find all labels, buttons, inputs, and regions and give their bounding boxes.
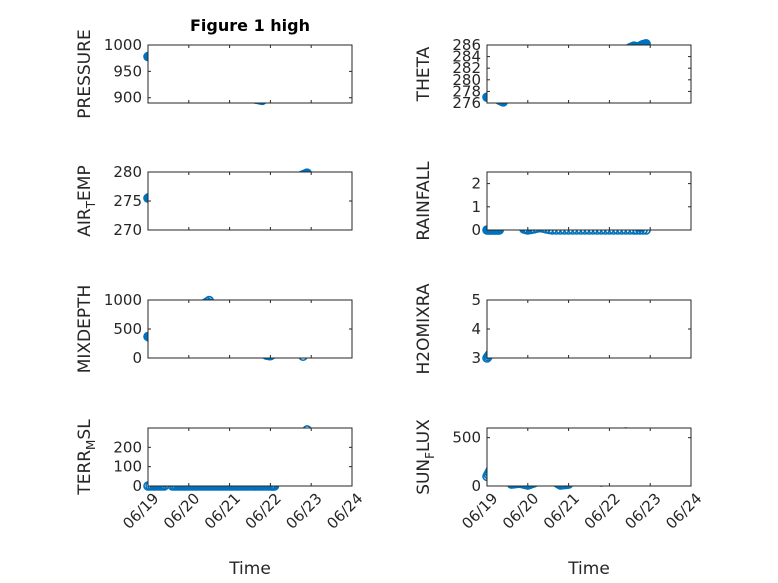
y-axis-label: PRESSURE	[75, 29, 95, 118]
axes-frame	[486, 44, 692, 104]
subplot-second-left: 270 275 280 AIRTEMP	[75, 163, 353, 239]
tick-marks	[486, 428, 692, 487]
y-tick-label: 276	[452, 94, 481, 112]
axes-frame	[486, 427, 692, 487]
y-tick-label: 286	[452, 36, 481, 54]
tick-marks	[147, 428, 353, 487]
y-axis-label: AIRTEMP	[75, 165, 98, 236]
y-tick-label: 5	[471, 291, 481, 309]
y-axis-label: MIXDEPTH	[75, 285, 95, 374]
axes-frame	[147, 171, 353, 231]
tick-marks	[486, 44, 692, 104]
x-tick-label: 06/23	[621, 489, 664, 532]
x-axis-label: Time	[228, 559, 271, 579]
subplot-top-left: 900 950 1000 PRESSURE	[75, 29, 353, 119]
y-tick-label: 3	[471, 349, 481, 367]
axes-frame	[486, 299, 692, 359]
y-axis-label: RAINFALL	[414, 161, 434, 241]
y-tick-label: 950	[113, 62, 142, 80]
y-tick-label: 0	[132, 349, 142, 367]
x-tick-label: 06/24	[662, 489, 705, 532]
y-tick-label: 100	[113, 458, 142, 476]
x-tick-label: 06/19	[458, 489, 501, 532]
x-tick-label: 06/20	[160, 489, 203, 532]
y-tick-label: 270	[113, 221, 142, 239]
y-tick-label: 284	[452, 48, 481, 66]
x-axis-label: Time	[567, 559, 610, 579]
subplot-third-right: 3 4 5 H2OMIXRA	[414, 283, 692, 375]
x-tick-label: 06/19	[119, 489, 162, 532]
y-tick-label: 278	[452, 82, 481, 100]
y-tick-label: 0	[471, 221, 481, 239]
y-tick-label: 280	[113, 163, 142, 181]
y-tick-label: 1000	[104, 36, 142, 54]
y-tick-label: 500	[452, 429, 481, 447]
axes-frame	[486, 171, 692, 231]
y-tick-label: 900	[113, 89, 142, 107]
x-tick-label: 06/24	[323, 489, 366, 532]
y-tick-label: 280	[452, 71, 481, 89]
y-tick-label: 1000	[104, 291, 142, 309]
y-axis-label: THETA	[414, 46, 434, 102]
y-tick-label: 2	[471, 175, 481, 193]
y-tick-label: 4	[471, 320, 481, 338]
x-tick-label: 06/20	[499, 489, 542, 532]
y-axis-label: H2OMIXRA	[414, 283, 434, 374]
y-tick-label: 500	[113, 320, 142, 338]
y-tick-label: 1	[471, 198, 481, 216]
x-tick-label: 06/22	[581, 489, 624, 532]
x-tick-label: 06/21	[540, 489, 583, 532]
tick-marks	[147, 44, 353, 103]
y-axis-label: TERRMSL	[75, 419, 98, 496]
axes-frame	[147, 44, 353, 104]
y-tick-label: 275	[113, 192, 142, 210]
tick-marks	[486, 172, 692, 231]
axes-frame	[147, 427, 353, 487]
axes-frame	[147, 299, 353, 359]
subplot-third-left: 0 500 1000 MIXDEPTH	[75, 285, 353, 374]
y-tick-label: 0	[471, 477, 481, 495]
tick-marks	[147, 171, 353, 231]
x-tick-label: 06/22	[242, 489, 285, 532]
tick-marks	[147, 299, 353, 359]
x-tick-label: 06/21	[201, 489, 244, 532]
tick-marks	[486, 299, 692, 359]
y-axis-label: SUNFLUX	[414, 419, 437, 495]
y-tick-label: 0	[132, 477, 142, 495]
figure-title: Figure 1 high	[190, 16, 310, 35]
y-tick-label: 282	[452, 59, 481, 77]
subplot-second-right: 0 1 2 RAINFALL	[414, 161, 692, 241]
y-tick-label: 200	[113, 438, 142, 456]
x-tick-label: 06/23	[282, 489, 325, 532]
